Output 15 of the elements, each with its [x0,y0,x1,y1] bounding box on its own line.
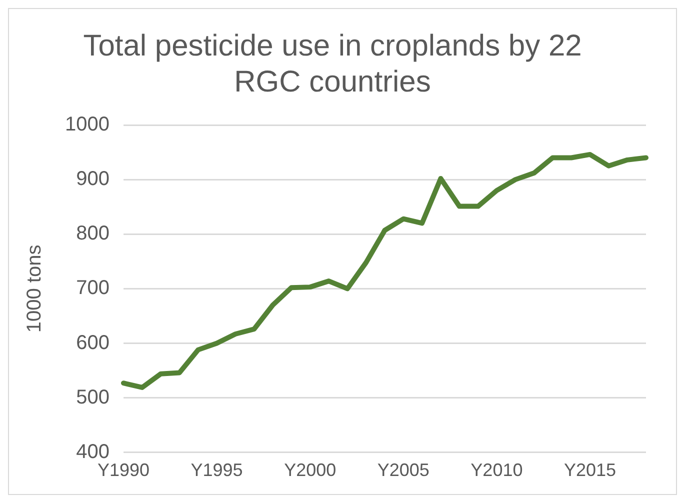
y-tick-label: 400 [76,440,110,463]
y-tick-label: 700 [76,277,110,300]
y-axis-title: 1000 tons [24,244,46,333]
chart-title: Total pesticide use in croplands by 22 RGC countries [83,29,582,98]
y-tick-label: 900 [76,168,110,190]
y-tick-label: 800 [76,222,110,245]
x-tick-label: Y2010 [470,460,523,480]
x-tick-label: Y2015 [564,460,616,480]
x-tick-label: Y2000 [284,460,336,480]
x-tick-label: Y2005 [377,460,430,480]
y-tick-label: 500 [76,386,110,408]
x-tick-label: Y1990 [97,460,150,480]
x-tick-label: Y1995 [190,460,243,480]
y-tick-label: 1000 [64,114,110,136]
y-tick-label: 600 [76,332,110,354]
